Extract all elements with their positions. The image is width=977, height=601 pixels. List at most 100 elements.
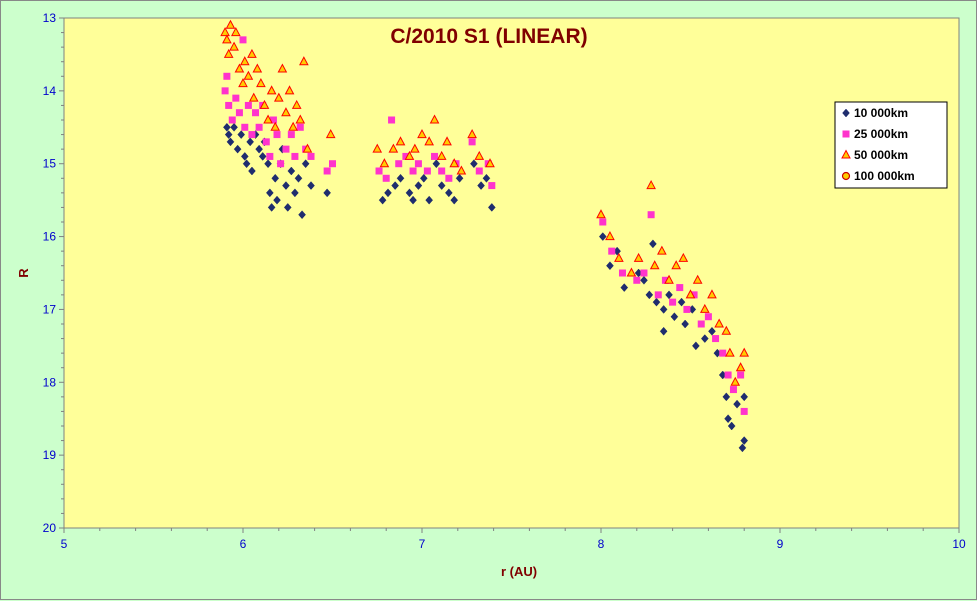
data-point	[724, 414, 732, 424]
data-point	[231, 27, 241, 37]
data-point	[264, 159, 272, 169]
data-point	[414, 181, 423, 190]
data-point	[425, 195, 433, 205]
series-2	[220, 19, 750, 386]
data-point	[670, 312, 679, 322]
data-point	[477, 181, 485, 190]
legend-marker	[841, 149, 851, 159]
data-point	[232, 94, 240, 102]
data-point	[618, 269, 626, 277]
data-point	[221, 87, 229, 95]
data-point	[697, 320, 705, 328]
data-point	[291, 188, 299, 198]
data-point	[391, 181, 399, 190]
data-point	[302, 143, 313, 153]
data-point	[288, 121, 298, 131]
data-point	[649, 239, 657, 249]
data-point	[402, 152, 410, 160]
data-point	[248, 92, 259, 102]
data-point	[671, 260, 682, 270]
data-point	[238, 78, 248, 88]
legend: 10 000km 25 000km 50 000km 100 000km	[834, 101, 948, 189]
data-point	[226, 137, 235, 147]
data-point	[449, 158, 460, 168]
data-point	[223, 48, 234, 58]
data-point	[223, 72, 231, 80]
data-point	[258, 152, 267, 161]
data-point	[291, 152, 299, 160]
x-tick-label: 5	[61, 537, 68, 551]
data-point	[692, 341, 700, 351]
data-point	[657, 245, 667, 255]
x-tick-label: 7	[419, 537, 426, 551]
data-point	[382, 174, 390, 182]
data-point	[267, 203, 276, 212]
data-point	[423, 167, 431, 175]
data-point	[730, 376, 741, 386]
data-point	[384, 188, 392, 198]
x-tick-label: 6	[240, 537, 247, 551]
data-point	[676, 284, 684, 292]
x-tick-label: 8	[598, 537, 605, 551]
data-point	[378, 195, 387, 205]
data-point	[228, 116, 236, 124]
data-point	[243, 70, 254, 80]
data-point	[277, 160, 285, 168]
data-point	[646, 180, 656, 190]
data-point	[263, 114, 273, 124]
data-point	[487, 203, 496, 212]
data-point	[685, 289, 696, 299]
data-point	[437, 181, 446, 190]
data-point	[596, 209, 606, 219]
data-point	[299, 56, 309, 66]
data-point	[740, 436, 749, 445]
data-point	[287, 166, 296, 176]
data-point	[739, 347, 750, 357]
data-point	[488, 182, 496, 190]
y-axis: 13 14 15 16 17 18 19 20	[43, 11, 64, 535]
data-point	[626, 267, 637, 277]
data-point	[247, 48, 257, 58]
data-point	[239, 56, 250, 66]
data-point	[737, 371, 745, 379]
data-point	[614, 252, 624, 262]
data-point	[323, 188, 331, 198]
data-point	[468, 138, 476, 146]
data-point	[282, 145, 290, 153]
data-point	[388, 143, 399, 153]
x-axis: 5 6 7 8 9 10	[61, 528, 966, 551]
data-point	[683, 305, 691, 313]
data-point	[475, 167, 483, 175]
data-point	[681, 319, 689, 329]
data-point	[235, 109, 243, 117]
data-point	[255, 123, 263, 131]
legend-label: 50 000km	[854, 148, 908, 162]
x-tick-label: 9	[777, 537, 784, 551]
data-point	[379, 158, 390, 168]
data-point	[225, 19, 236, 29]
data-point	[252, 63, 263, 73]
data-point	[669, 298, 677, 306]
data-point	[301, 159, 310, 169]
data-point	[222, 34, 232, 44]
data-point	[661, 276, 669, 284]
data-point	[241, 123, 249, 131]
data-point	[225, 101, 233, 109]
data-point	[329, 160, 336, 168]
data-point	[296, 123, 304, 131]
data-point	[733, 399, 741, 409]
data-point	[735, 362, 746, 372]
data-point	[649, 260, 660, 270]
data-point	[640, 275, 648, 285]
legend-label: 25 000km	[854, 127, 908, 141]
data-point	[220, 27, 230, 37]
data-point	[229, 41, 239, 51]
data-point	[273, 92, 284, 102]
data-point	[432, 159, 441, 169]
data-point	[690, 291, 698, 299]
data-point	[395, 160, 403, 168]
data-point	[714, 318, 724, 328]
data-point	[237, 130, 246, 139]
data-point	[277, 63, 288, 73]
